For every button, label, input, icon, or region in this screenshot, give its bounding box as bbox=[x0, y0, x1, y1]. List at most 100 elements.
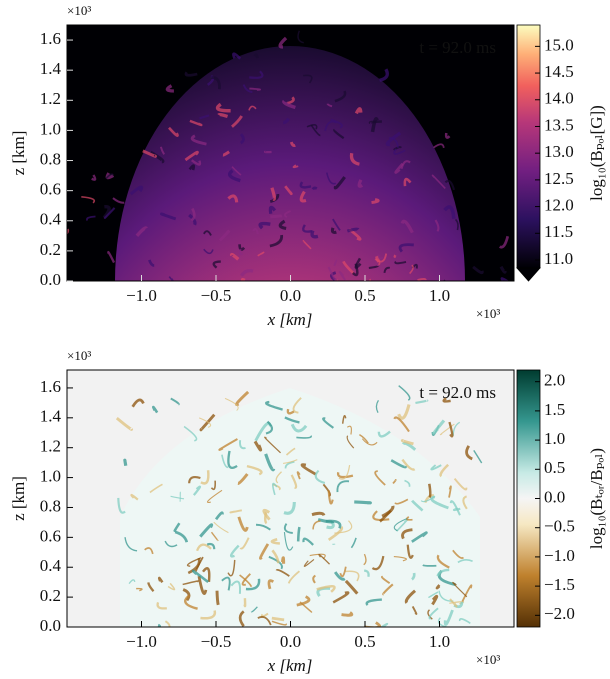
heatmap-texture bbox=[183, 425, 198, 442]
heatmap-texture bbox=[349, 152, 360, 166]
heatmap-texture bbox=[393, 556, 407, 562]
heatmap-texture bbox=[237, 473, 249, 486]
heatmap-texture bbox=[432, 419, 446, 435]
heatmap-texture bbox=[284, 460, 295, 469]
colorbar-tick-label: 13.5 bbox=[544, 115, 574, 134]
heatmap-texture bbox=[283, 459, 298, 464]
y-tick-label: 0.4 bbox=[40, 210, 62, 229]
heatmap-texture bbox=[136, 587, 143, 592]
heatmap-texture bbox=[390, 459, 407, 469]
y-tick-label: 0.8 bbox=[40, 149, 61, 168]
colorbar-tick-label: 2.0 bbox=[544, 371, 565, 390]
heatmap-texture bbox=[270, 187, 277, 201]
heatmap-texture bbox=[200, 470, 210, 485]
heatmap-texture bbox=[91, 174, 97, 181]
heatmap-texture bbox=[382, 583, 394, 596]
heatmap-texture bbox=[380, 575, 391, 585]
y-axis-label: z [km] bbox=[9, 131, 28, 176]
heatmap-texture bbox=[242, 84, 253, 94]
heatmap-texture bbox=[357, 179, 364, 188]
heatmap-texture bbox=[239, 133, 245, 145]
heatmap-texture bbox=[371, 198, 380, 205]
heatmap-texture bbox=[284, 416, 300, 424]
x-tick-label: −0.5 bbox=[201, 632, 232, 651]
heatmap-texture bbox=[278, 36, 288, 49]
heatmap-texture bbox=[448, 485, 452, 498]
heatmap-texture bbox=[142, 149, 157, 158]
heatmap-texture bbox=[415, 399, 429, 405]
heatmap-texture bbox=[300, 463, 317, 476]
heatmap-texture bbox=[403, 177, 412, 187]
y-multiplier: ×10³ bbox=[67, 3, 91, 18]
x-axis-label: x [km] bbox=[267, 310, 313, 329]
x-tick-label: −0.5 bbox=[201, 286, 232, 305]
heatmap-texture bbox=[257, 616, 272, 626]
heatmap-texture bbox=[249, 70, 264, 79]
heatmap-texture bbox=[457, 558, 473, 564]
heatmap-texture bbox=[168, 126, 179, 137]
heatmap-texture bbox=[453, 477, 468, 491]
heatmap-texture bbox=[264, 436, 281, 454]
heatmap-texture bbox=[165, 84, 174, 93]
heatmap-texture bbox=[214, 511, 224, 521]
heatmap-texture bbox=[436, 554, 450, 569]
heatmap-texture bbox=[285, 447, 296, 456]
heatmap-texture bbox=[258, 221, 271, 230]
heatmap-texture bbox=[271, 549, 280, 564]
x-tick-label: 0.5 bbox=[354, 286, 375, 305]
heatmap-texture bbox=[325, 519, 342, 529]
heatmap-texture bbox=[152, 405, 159, 414]
heatmap-texture bbox=[283, 531, 294, 551]
heatmap-texture bbox=[296, 435, 312, 439]
heatmap-texture bbox=[448, 421, 454, 438]
heatmap-texture bbox=[278, 219, 287, 231]
heatmap-texture bbox=[253, 440, 263, 452]
heatmap-texture bbox=[354, 500, 372, 505]
y-tick-label: 0.6 bbox=[40, 180, 61, 199]
heatmap-texture bbox=[383, 266, 391, 274]
colorbar-tick-label: 1.5 bbox=[544, 400, 565, 419]
heatmap-texture bbox=[417, 277, 427, 281]
heatmap-texture bbox=[212, 260, 221, 269]
heatmap-texture bbox=[316, 584, 336, 593]
heatmap-region bbox=[115, 46, 465, 281]
heatmap-texture bbox=[211, 76, 221, 90]
heatmap-texture bbox=[401, 528, 413, 540]
y-tick-label: 1.2 bbox=[40, 89, 61, 108]
heatmap-texture bbox=[405, 516, 413, 521]
heatmap-texture bbox=[306, 124, 318, 130]
heatmap-texture bbox=[268, 555, 283, 570]
colorbar-tick-label: 0.5 bbox=[544, 458, 565, 477]
heatmap-texture bbox=[210, 531, 219, 542]
heatmap-texture bbox=[454, 218, 459, 231]
heatmap-texture bbox=[238, 248, 244, 256]
heatmap-texture bbox=[238, 610, 245, 627]
heatmap-texture bbox=[452, 581, 468, 598]
heatmap-texture bbox=[218, 438, 238, 451]
heatmap-texture bbox=[334, 90, 347, 103]
heatmap-texture bbox=[188, 475, 201, 484]
heatmap-texture bbox=[239, 537, 250, 550]
heatmap-texture bbox=[437, 617, 450, 627]
heatmap-texture bbox=[420, 495, 436, 503]
heatmap-texture bbox=[422, 564, 437, 567]
colorbar-tick-label: −1.0 bbox=[544, 546, 575, 565]
heatmap-texture bbox=[227, 194, 239, 203]
heatmap-texture bbox=[428, 483, 432, 499]
heatmap-texture bbox=[427, 609, 433, 620]
heatmap-texture bbox=[275, 569, 290, 577]
heatmap-texture bbox=[296, 526, 301, 542]
heatmap-texture bbox=[271, 620, 287, 626]
heatmap-region bbox=[120, 388, 480, 627]
heatmap-texture bbox=[81, 195, 96, 204]
y-tick-label: 1.6 bbox=[40, 377, 61, 396]
colorbar-label: log₁₀(Bₚₒₗ[G]) bbox=[587, 105, 606, 201]
heatmap-texture bbox=[371, 555, 385, 571]
y-tick-label: 1.4 bbox=[40, 407, 62, 426]
y-tick-label: 0.0 bbox=[40, 270, 61, 289]
heatmap-texture bbox=[184, 150, 199, 162]
heatmap-texture bbox=[270, 538, 280, 545]
heatmap-texture bbox=[130, 493, 139, 501]
colorbar-tick-label: 11.0 bbox=[544, 249, 573, 268]
heatmap-texture bbox=[157, 623, 162, 627]
